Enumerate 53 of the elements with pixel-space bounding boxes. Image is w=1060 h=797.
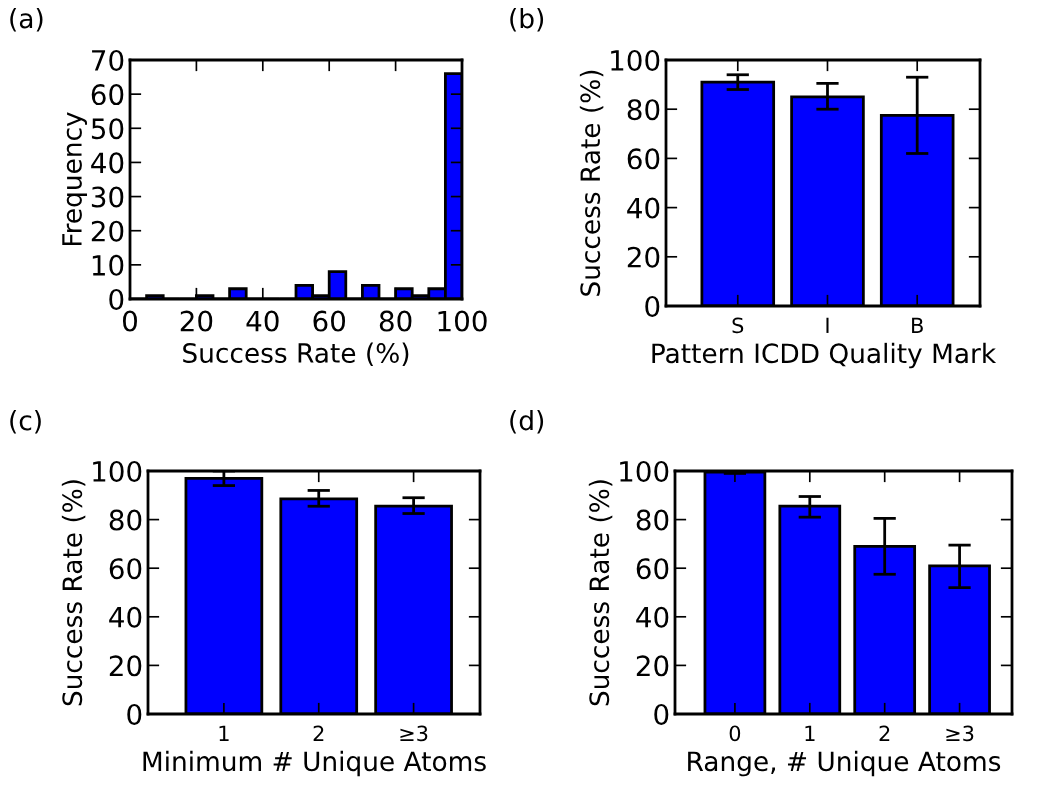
x-axis-title: Range, # Unique Atoms (688, 750, 1001, 777)
y-axis-title: Frequency (62, 112, 88, 246)
x-tick-label: S (732, 317, 744, 334)
x-axis-title: Minimum # Unique Atoms (143, 750, 486, 777)
y-tick-label: 20 (636, 655, 669, 677)
y-tick-label: 10 (92, 254, 124, 276)
y-tick-label: 100 (620, 460, 669, 482)
chart-title: (c) (10, 410, 41, 434)
y-tick-label: 80 (627, 99, 660, 121)
y-tick-label: 60 (627, 148, 660, 170)
y-tick-label: 40 (627, 197, 660, 219)
y-axis-title: Success Rate (%) (579, 70, 604, 296)
y-axis-title: Success Rate (%) (61, 480, 86, 706)
y-tick-label: 20 (109, 655, 142, 677)
x-tick-label: 0 (729, 725, 741, 742)
x-tick-label: 80 (379, 310, 412, 332)
x-tick-label: 2 (313, 725, 324, 741)
x-axis-title: Success Rate (%) (183, 342, 409, 367)
y-tick-label: 80 (109, 509, 142, 531)
y-tick-label: 40 (636, 606, 669, 628)
y-tick-label: 40 (91, 152, 124, 174)
x-tick-label: 20 (180, 310, 213, 332)
y-tick-label: 60 (636, 558, 669, 580)
x-tick-label: 40 (246, 310, 279, 332)
x-tick-label: B (912, 317, 923, 333)
x-tick-label: 60 (313, 310, 346, 332)
y-tick-label: 100 (611, 49, 660, 71)
x-tick-label: ≥3 (400, 725, 428, 742)
y-tick-label: 20 (627, 246, 660, 268)
chart-title: (b) (510, 8, 544, 32)
x-tick-label: 2 (879, 725, 890, 741)
x-axis-title: Pattern ICDD Quality Mark (652, 342, 997, 369)
y-tick-label: 0 (645, 295, 660, 317)
y-tick-label: 60 (91, 84, 124, 106)
y-tick-label: 80 (636, 509, 669, 531)
y-tick-label: 70 (92, 49, 124, 71)
y-tick-label: 60 (109, 558, 142, 580)
x-tick-label: 1 (805, 725, 815, 741)
y-tick-label: 0 (127, 703, 142, 725)
x-tick-label: ≥3 (946, 725, 974, 742)
y-tick-label: 0 (109, 288, 124, 310)
y-tick-label: 30 (91, 186, 124, 208)
y-tick-label: 50 (91, 118, 124, 140)
y-axis-title: Success Rate (%) (588, 480, 613, 706)
y-tick-label: 40 (109, 606, 142, 628)
y-tick-label: 100 (93, 460, 142, 482)
y-tick-label: 0 (654, 703, 669, 725)
x-tick-label: 100 (438, 310, 487, 332)
x-tick-label: 1 (219, 725, 229, 741)
chart-title: (d) (510, 410, 544, 434)
chart-title: (a) (10, 8, 43, 32)
y-tick-label: 20 (91, 220, 124, 242)
x-tick-label: I (826, 317, 829, 333)
